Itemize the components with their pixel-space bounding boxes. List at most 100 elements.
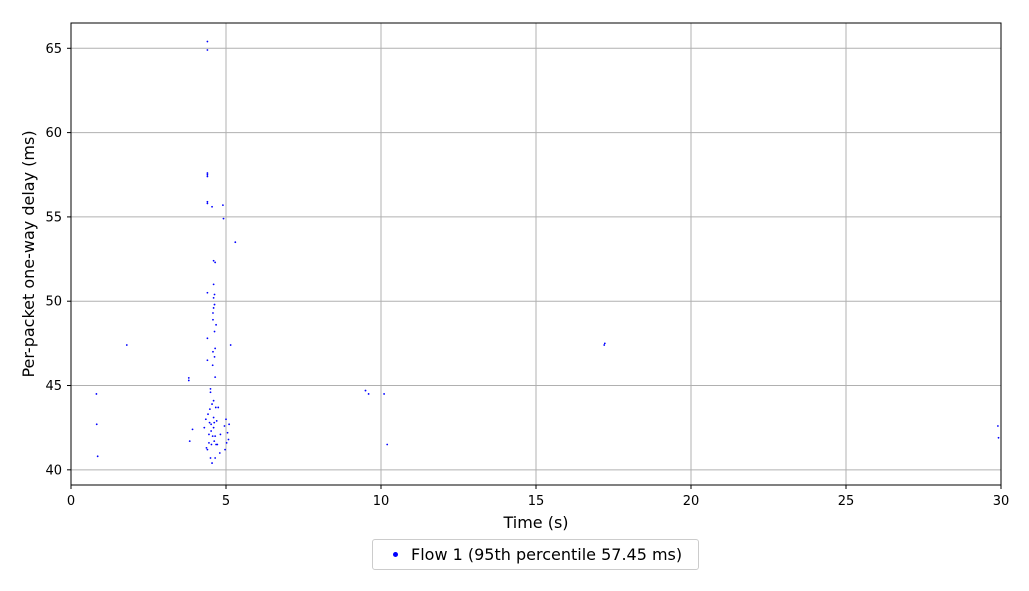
- legend-marker-icon: [393, 552, 398, 557]
- data-point: [215, 420, 218, 422]
- data-point: [211, 435, 214, 438]
- data-point: [223, 425, 226, 427]
- y-axis-label: Per-packet one-way delay (ms): [19, 130, 38, 377]
- data-point: [213, 330, 216, 333]
- data-point: [386, 443, 389, 446]
- data-point: [212, 416, 215, 419]
- y-tick-label: 55: [45, 210, 62, 225]
- data-point: [206, 175, 209, 178]
- data-point: [212, 318, 214, 321]
- data-point: [206, 448, 209, 451]
- data-point: [95, 423, 98, 426]
- x-tick-label: 5: [222, 494, 230, 509]
- data-point: [222, 204, 224, 207]
- y-tick-label: 60: [45, 126, 62, 141]
- data-point: [364, 389, 367, 392]
- y-tick-label: 65: [45, 42, 62, 57]
- grid-lines: [70, 23, 1002, 485]
- x-tick-label: 10: [373, 494, 390, 509]
- x-tick-label: 30: [993, 494, 1010, 509]
- data-point: [211, 403, 213, 405]
- data-point: [96, 455, 99, 458]
- data-point: [206, 49, 209, 51]
- data-point: [212, 350, 214, 353]
- data-point: [225, 418, 227, 421]
- data-point: [214, 347, 217, 350]
- data-point: [206, 200, 209, 203]
- data-point: [213, 440, 216, 443]
- data-point: [188, 440, 191, 443]
- data-point: [212, 307, 215, 309]
- data-point: [234, 241, 237, 244]
- data-point: [229, 344, 232, 346]
- data-point: [212, 283, 215, 286]
- data-point: [228, 423, 231, 426]
- data-point: [212, 312, 214, 314]
- data-point: [191, 428, 194, 431]
- data-point: [212, 426, 215, 429]
- data-point: [603, 344, 606, 346]
- x-tick-label: 20: [683, 494, 700, 509]
- data-point: [226, 431, 229, 434]
- data-point: [214, 376, 217, 378]
- data-point: [210, 430, 213, 432]
- y-axis-ticks: 40 45 50 55 60 65: [45, 42, 71, 478]
- data-point: [204, 418, 207, 421]
- x-axis-label: Time (s): [502, 513, 568, 532]
- data-point: [215, 443, 217, 446]
- data-point: [206, 173, 209, 176]
- data-point: [95, 393, 98, 395]
- data-point: [211, 462, 213, 464]
- data-point: [218, 452, 221, 454]
- legend-label: Flow 1 (95th percentile 57.45 ms): [411, 545, 683, 564]
- data-point: [206, 291, 209, 294]
- data-point: [210, 423, 213, 426]
- data-point: [212, 399, 215, 402]
- data-point: [997, 436, 1000, 439]
- data-point: [216, 443, 219, 446]
- data-point: [206, 172, 209, 174]
- data-point: [213, 303, 216, 306]
- data-point: [206, 337, 209, 340]
- data-point: [214, 435, 217, 438]
- y-tick-label: 50: [45, 295, 62, 310]
- data-point: [206, 202, 209, 205]
- data-point: [209, 457, 212, 459]
- x-tick-label: 15: [528, 494, 545, 509]
- data-point: [227, 438, 230, 441]
- legend: Flow 1 (95th percentile 57.45 ms): [372, 539, 699, 570]
- data-point: [210, 443, 213, 446]
- data-point: [212, 296, 215, 299]
- data-point: [219, 433, 222, 436]
- x-tick-label: 0: [67, 494, 75, 509]
- data-point: [222, 217, 225, 220]
- data-point: [603, 342, 606, 345]
- x-tick-label: 25: [838, 494, 855, 509]
- data-point: [212, 259, 215, 262]
- data-point: [207, 413, 209, 416]
- y-tick-label: 40: [45, 463, 62, 478]
- data-point: [206, 359, 209, 362]
- x-axis-ticks: 0 5 10 15 20 25 30: [67, 485, 1009, 509]
- data-point: [217, 406, 220, 409]
- data-point: [224, 448, 226, 451]
- data-point: [187, 377, 190, 379]
- data-point: [208, 433, 210, 436]
- data-points: [95, 40, 1000, 464]
- data-point: [225, 441, 228, 444]
- data-point: [187, 379, 190, 382]
- data-point: [215, 323, 217, 326]
- data-point: [208, 421, 211, 424]
- data-point: [213, 293, 216, 296]
- data-point: [214, 261, 217, 264]
- data-point: [214, 406, 217, 409]
- data-point: [206, 40, 209, 43]
- y-tick-label: 45: [45, 379, 62, 394]
- data-point: [209, 391, 212, 394]
- data-point: [211, 364, 214, 367]
- data-point: [125, 344, 128, 346]
- data-point: [208, 408, 211, 411]
- data-point: [208, 441, 210, 444]
- data-point: [213, 355, 216, 358]
